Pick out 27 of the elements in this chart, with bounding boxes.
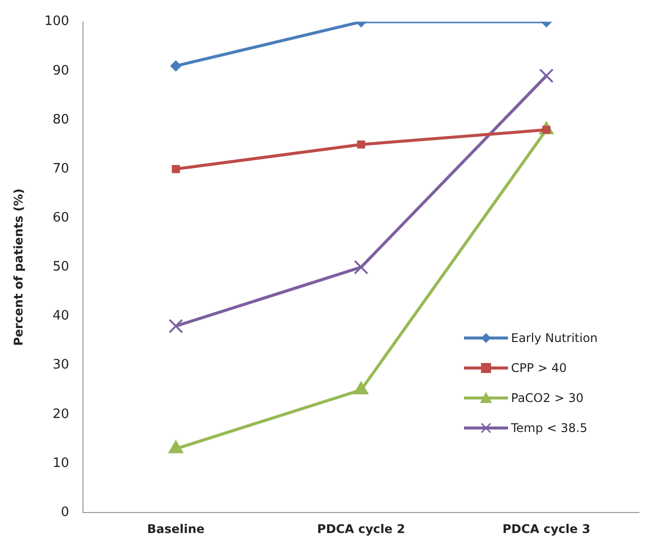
y-tick-label: 10 — [52, 456, 70, 471]
legend-label: PaCO2 > 30 — [511, 390, 584, 405]
point — [354, 381, 369, 394]
point — [357, 140, 366, 149]
point — [168, 319, 183, 334]
x-tick-label: PDCA cycle 3 — [502, 522, 590, 536]
x-tick-label: PDCA cycle 2 — [317, 522, 406, 536]
x-tick-label: Baseline — [147, 522, 205, 536]
y-tick-label: 20 — [52, 406, 70, 422]
point — [170, 60, 182, 72]
point — [539, 68, 554, 83]
point — [172, 165, 180, 174]
y-tick-label: 30 — [52, 358, 70, 373]
y-axis-title: Percent of patients (%) — [11, 188, 26, 346]
y-tick-label: 60 — [52, 210, 70, 226]
legend-label: Temp < 38.5 — [511, 420, 588, 435]
y-tick-label: 50 — [52, 260, 70, 275]
y-tick-label: 100 — [44, 14, 70, 30]
point — [354, 260, 368, 274]
y-tick-label: 40 — [52, 308, 70, 324]
point — [168, 440, 184, 454]
y-tick-label: 70 — [52, 161, 70, 176]
legend-label: CPP > 40 — [511, 360, 567, 375]
y-tick-label: 0 — [60, 504, 70, 520]
legend-label: Early Nutrition — [511, 330, 598, 345]
y-tick-label: 90 — [52, 63, 70, 78]
y-tick-label: 80 — [52, 112, 70, 128]
